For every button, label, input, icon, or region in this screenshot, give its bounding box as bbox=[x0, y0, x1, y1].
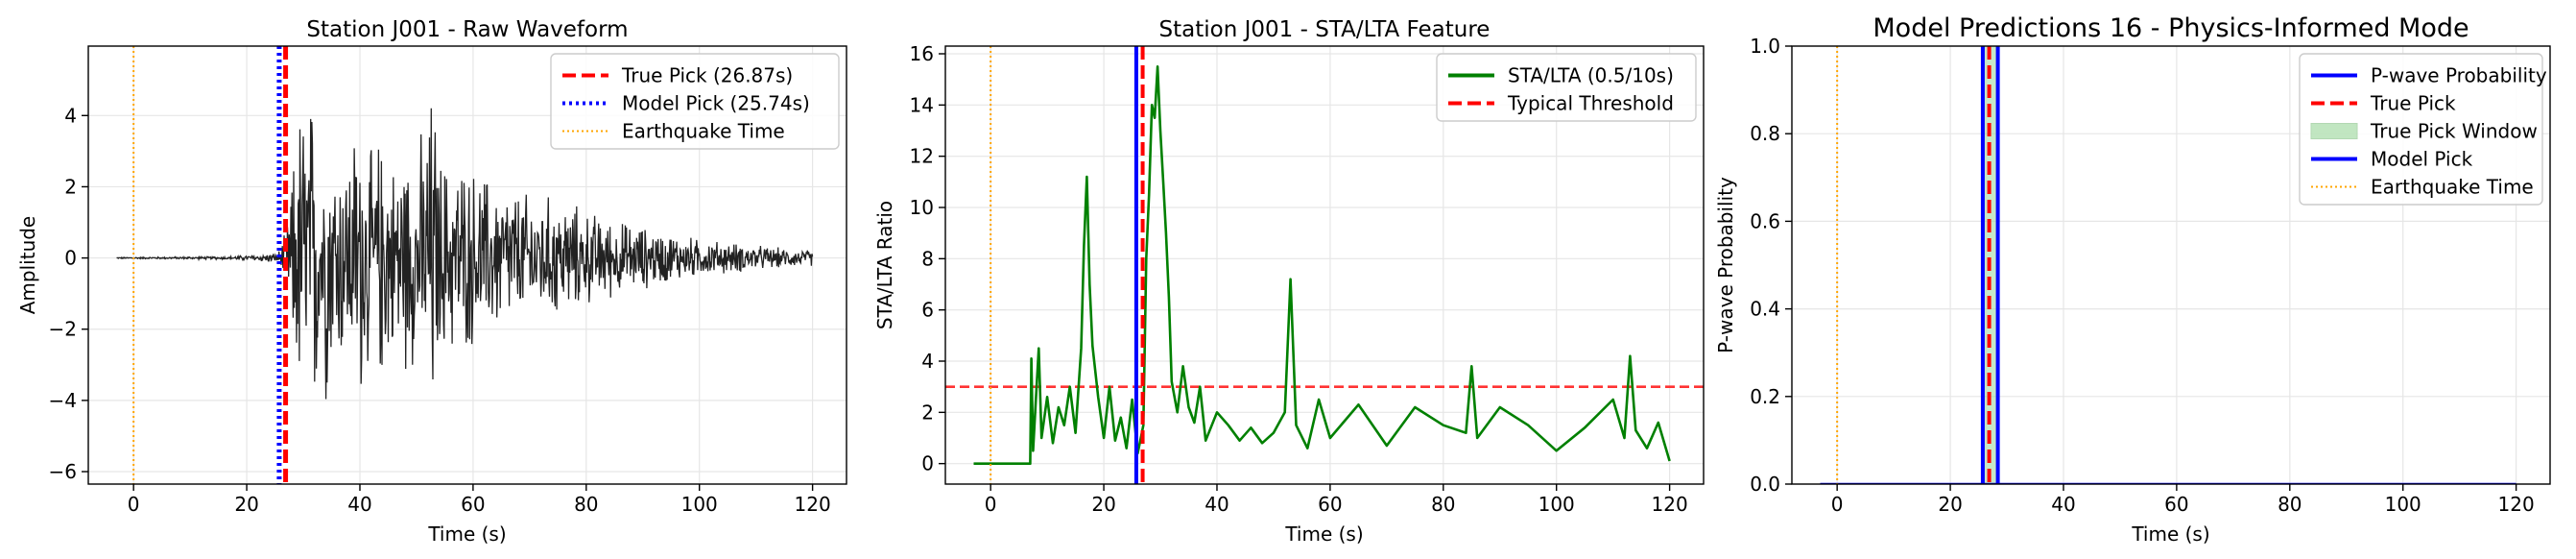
x-axis-label: Time (s) bbox=[427, 523, 506, 546]
y-tick-label: −6 bbox=[49, 460, 77, 483]
y-tick-label: 4 bbox=[921, 350, 934, 373]
x-tick-label: 80 bbox=[574, 493, 598, 516]
y-tick-label: −2 bbox=[49, 318, 77, 341]
legend-box bbox=[550, 53, 840, 150]
x-tick-label: 0 bbox=[1831, 493, 1844, 516]
x-tick-label: 100 bbox=[2385, 493, 2421, 516]
y-axis-label: P-wave Probability bbox=[1714, 177, 1737, 353]
plot-area bbox=[945, 46, 1704, 484]
y-tick-label: 4 bbox=[64, 104, 77, 127]
y-tick-label: 0.0 bbox=[1750, 473, 1780, 496]
x-tick-label: 40 bbox=[347, 493, 371, 516]
x-tick-label: 0 bbox=[128, 493, 140, 516]
legend-box bbox=[1436, 53, 1697, 122]
y-tick-label: 14 bbox=[910, 93, 934, 116]
chart-title: Model Predictions 16 - Physics-Informed … bbox=[1872, 13, 2469, 43]
chart-panel-3: Model Predictions 16 - Physics-Informed … bbox=[1714, 13, 2551, 546]
y-tick-label: 16 bbox=[910, 42, 934, 65]
x-tick-label: 60 bbox=[2164, 493, 2188, 516]
x-tick-label: 20 bbox=[1938, 493, 1962, 516]
axes-frame bbox=[87, 45, 847, 485]
y-axis-label: STA/LTA Ratio bbox=[873, 201, 896, 329]
x-tick-label: 80 bbox=[1431, 493, 1455, 516]
y-tick-label: 0 bbox=[64, 247, 77, 270]
x-tick-label: 80 bbox=[2278, 493, 2302, 516]
y-axis-label: Amplitude bbox=[16, 216, 39, 315]
y-tick-label: −4 bbox=[49, 389, 77, 412]
legend-label: True Pick Window bbox=[2370, 120, 2538, 143]
x-tick-label: 100 bbox=[681, 493, 718, 516]
legend: P-wave Probability True Pick True Pick Win… bbox=[2299, 53, 2547, 206]
legend-label: Model Pick bbox=[2371, 148, 2473, 171]
legend-label: True Pick bbox=[2370, 92, 2456, 115]
legend-label: Earthquake Time bbox=[622, 120, 785, 143]
y-tick-label: 2 bbox=[921, 401, 934, 424]
legend-label: Typical Threshold bbox=[1507, 92, 1674, 115]
chart-title: Station J001 - STA/LTA Feature bbox=[1159, 17, 1491, 42]
axes-frame bbox=[1791, 45, 2551, 485]
y-tick-label: 1.0 bbox=[1750, 35, 1780, 58]
waveform-line bbox=[116, 108, 814, 400]
y-tick-label: 0.4 bbox=[1750, 298, 1780, 321]
x-tick-label: 120 bbox=[1652, 493, 1688, 516]
y-tick-label: 2 bbox=[64, 175, 77, 198]
x-tick-label: 60 bbox=[1318, 493, 1342, 516]
x-tick-label: 60 bbox=[461, 493, 485, 516]
x-tick-label: 100 bbox=[1538, 493, 1575, 516]
x-tick-label: 40 bbox=[2051, 493, 2075, 516]
y-tick-label: 0.8 bbox=[1750, 122, 1780, 145]
plot-area bbox=[1820, 46, 2516, 484]
x-axis-label: Time (s) bbox=[2131, 523, 2209, 546]
legend: True Pick (26.87s) Model Pick (25.74s) Ear… bbox=[550, 53, 840, 150]
x-tick-label: 120 bbox=[795, 493, 831, 516]
legend-label: P-wave Probability bbox=[2371, 64, 2547, 87]
legend-label: Model Pick (25.74s) bbox=[622, 92, 810, 115]
legend-swatch bbox=[2310, 123, 2358, 139]
x-tick-label: 20 bbox=[1091, 493, 1115, 516]
x-tick-label: 40 bbox=[1205, 493, 1228, 516]
x-axis-label: Time (s) bbox=[1284, 523, 1363, 546]
y-tick-label: 12 bbox=[910, 145, 934, 168]
y-tick-label: 0.2 bbox=[1750, 385, 1780, 408]
axes-frame bbox=[944, 45, 1705, 485]
legend: STA/LTA (0.5/10s) Typical Threshold bbox=[1436, 53, 1697, 122]
y-tick-label: 8 bbox=[921, 247, 934, 270]
y-tick-label: 0 bbox=[921, 452, 934, 475]
series-line bbox=[973, 65, 1671, 466]
legend-box bbox=[2299, 53, 2543, 206]
plot-area bbox=[116, 46, 814, 484]
x-tick-label: 0 bbox=[985, 493, 997, 516]
y-tick-label: 6 bbox=[921, 299, 934, 322]
chart-title: Station J001 - Raw Waveform bbox=[306, 17, 628, 42]
legend-label: Earthquake Time bbox=[2371, 176, 2534, 199]
legend-label: True Pick (26.87s) bbox=[621, 64, 793, 87]
legend-label: STA/LTA (0.5/10s) bbox=[1508, 64, 1674, 87]
y-tick-label: 0.6 bbox=[1750, 209, 1780, 232]
x-tick-label: 120 bbox=[2498, 493, 2535, 516]
y-tick-label: 10 bbox=[910, 196, 934, 219]
x-tick-label: 20 bbox=[234, 493, 258, 516]
